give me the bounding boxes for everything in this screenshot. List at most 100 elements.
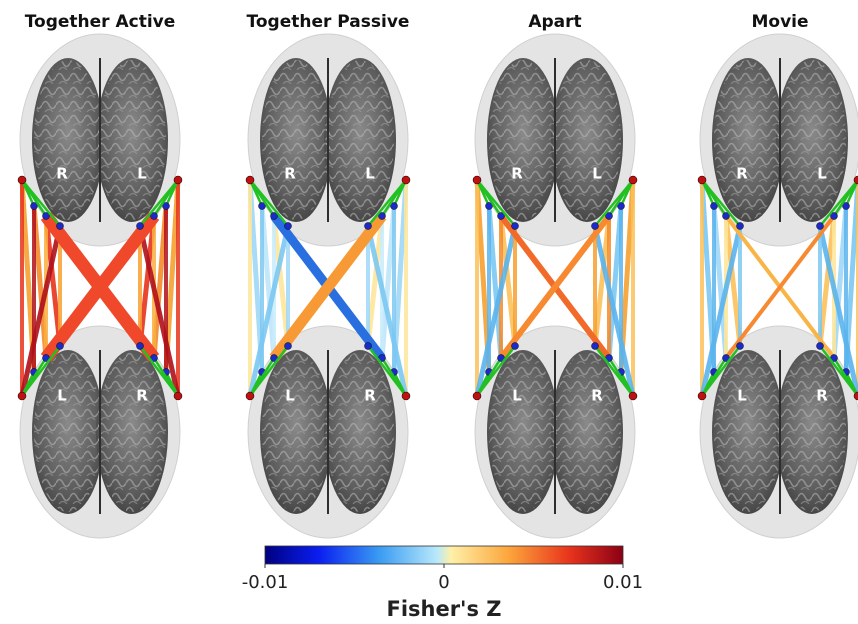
reference-electrode (173, 391, 183, 401)
connection (247, 225, 291, 397)
gyri (98, 352, 166, 512)
electrode (162, 202, 170, 210)
electrode-link (139, 345, 179, 397)
panels: Together Active R L L R Together Passive R L L R A… (17, 12, 858, 539)
electrode-link (819, 179, 858, 227)
panel: Together Passive R L L R (245, 12, 411, 539)
connections (19, 179, 181, 397)
electrode (150, 212, 158, 220)
connection (365, 215, 385, 347)
electrode (617, 202, 625, 210)
reference-electrode (401, 391, 411, 401)
electrode-link (476, 179, 516, 227)
gyri (553, 60, 621, 220)
electrode-link (594, 179, 634, 227)
gyri (326, 352, 394, 512)
connection (498, 215, 518, 347)
connections (247, 179, 409, 397)
colorbar-label: Fisher's Z (386, 597, 501, 621)
electrode (42, 212, 50, 220)
connection (498, 214, 612, 360)
panel-title: Apart (528, 12, 581, 32)
electrode (270, 212, 278, 220)
hemisphere-label: L (365, 165, 375, 183)
electrode (136, 222, 144, 230)
electrode (605, 212, 613, 220)
panel-title: Together Passive (247, 12, 410, 32)
hemisphere-label: R (591, 387, 603, 405)
hemisphere-label: R (736, 165, 748, 183)
connection (724, 214, 836, 360)
electrode-link (819, 345, 858, 397)
electrode-link (367, 179, 407, 227)
electrode (816, 222, 824, 230)
hemisphere-label: R (284, 165, 296, 183)
electrode-link (594, 345, 634, 397)
electrode (284, 342, 292, 350)
electrode (591, 342, 599, 350)
connections (699, 179, 858, 397)
connections (474, 179, 636, 397)
connection (269, 212, 387, 362)
colorbar-gradient (264, 545, 624, 565)
hemisphere-label: L (137, 165, 147, 183)
hemisphere-label: L (592, 165, 602, 183)
reference-electrode (17, 391, 27, 401)
electrode-link (21, 345, 61, 397)
connection (137, 225, 181, 397)
hemisphere-label: R (364, 387, 376, 405)
electrode (497, 212, 505, 220)
panel: Movie R L L R (697, 12, 858, 539)
electrode (511, 342, 519, 350)
connection (817, 215, 837, 347)
electrode-link (701, 345, 741, 397)
electrode-link (249, 345, 289, 397)
electrode (30, 202, 38, 210)
electrode (56, 342, 64, 350)
connection (19, 225, 63, 397)
gyri (778, 352, 846, 512)
electrode-link (701, 179, 741, 227)
reference-electrode (628, 175, 638, 185)
panel: Apart R L L R (472, 12, 638, 539)
electrode (722, 212, 730, 220)
gyri (553, 352, 621, 512)
hemisphere-label: L (57, 387, 67, 405)
electrode (816, 342, 824, 350)
colorbar-tick-label: -0.01 (242, 572, 289, 593)
hemisphere-label: L (817, 165, 827, 183)
colorbar: -0.01 0 0.01 Fisher's Z (242, 545, 643, 621)
gyri (714, 352, 782, 512)
gyri (98, 60, 166, 220)
hemisphere-label: R (136, 387, 148, 405)
connection (699, 225, 743, 397)
hemisphere-label: L (285, 387, 295, 405)
panel-title: Movie (751, 12, 808, 32)
reference-electrode (697, 175, 707, 185)
electrode-link (367, 345, 407, 397)
reference-electrode (472, 175, 482, 185)
connection (592, 225, 636, 397)
electrode-link (139, 179, 179, 227)
electrode (736, 342, 744, 350)
panel-title: Together Active (25, 12, 176, 32)
electrode (511, 222, 519, 230)
hemisphere-label: L (512, 387, 522, 405)
gyri (262, 60, 330, 220)
reference-electrode (17, 175, 27, 185)
gyri (34, 352, 102, 512)
reference-electrode (173, 175, 183, 185)
connection (723, 215, 743, 347)
electrode (56, 222, 64, 230)
panel: Together Active R L L R (17, 12, 183, 539)
reference-electrode (853, 391, 858, 401)
connection (817, 225, 858, 397)
reference-electrode (628, 391, 638, 401)
connection (365, 225, 409, 397)
gyri (489, 352, 557, 512)
electrode-link (21, 179, 61, 227)
gyri (34, 60, 102, 220)
colorbar-tick-label: 0 (438, 572, 449, 593)
electrode (842, 202, 850, 210)
